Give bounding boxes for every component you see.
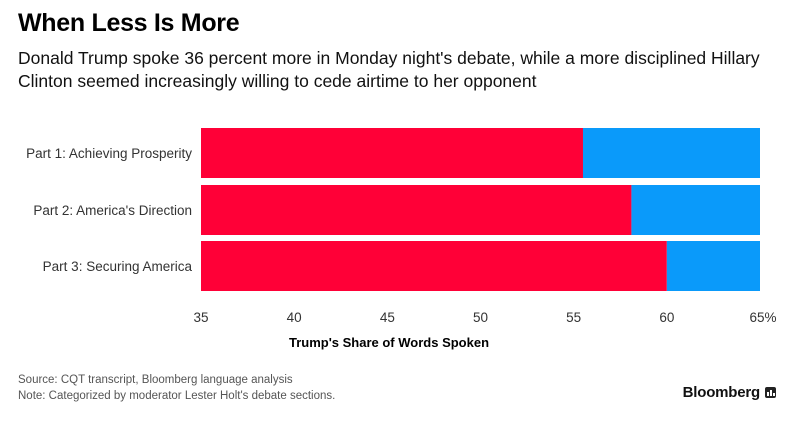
x-tick-label: 55 [566,310,581,325]
x-tick-label: 65% [749,310,776,325]
brand-logo: Bloomberg [683,384,776,401]
x-tick-label: 35 [193,310,208,325]
bar-trump-1 [201,128,583,178]
x-tick-label: 60 [659,310,674,325]
category-label: Part 3: Securing America [43,259,193,274]
brand-name: Bloomberg [682,384,761,401]
category-label: Part 1: Achieving Prosperity [26,146,192,161]
category-label: Part 2: America's Direction [33,203,192,218]
bar-trump-3 [201,241,667,291]
chart-title: When Less Is More [18,9,240,37]
bar-clinton-2 [631,185,760,235]
x-tick-label: 40 [287,310,302,325]
chart-subtitle: Donald Trump spoke 36 percent more in Mo… [18,48,760,91]
x-tick-label: 50 [473,310,488,325]
x-tick-label: 45 [380,310,395,325]
source-note: Source: CQT transcript, Bloomberg langua… [18,374,293,386]
bar-trump-2 [201,185,632,235]
bar-clinton-3 [666,241,760,291]
footer: Source: CQT transcript, Bloomberg langua… [18,373,335,404]
bar-clinton-1 [582,128,760,178]
x-axis-label: Trump's Share of Words Spoken [289,335,489,350]
bloomberg-chart-icon [765,387,776,398]
methodology-note: Note: Categorized by moderator Lester Ho… [18,389,336,402]
